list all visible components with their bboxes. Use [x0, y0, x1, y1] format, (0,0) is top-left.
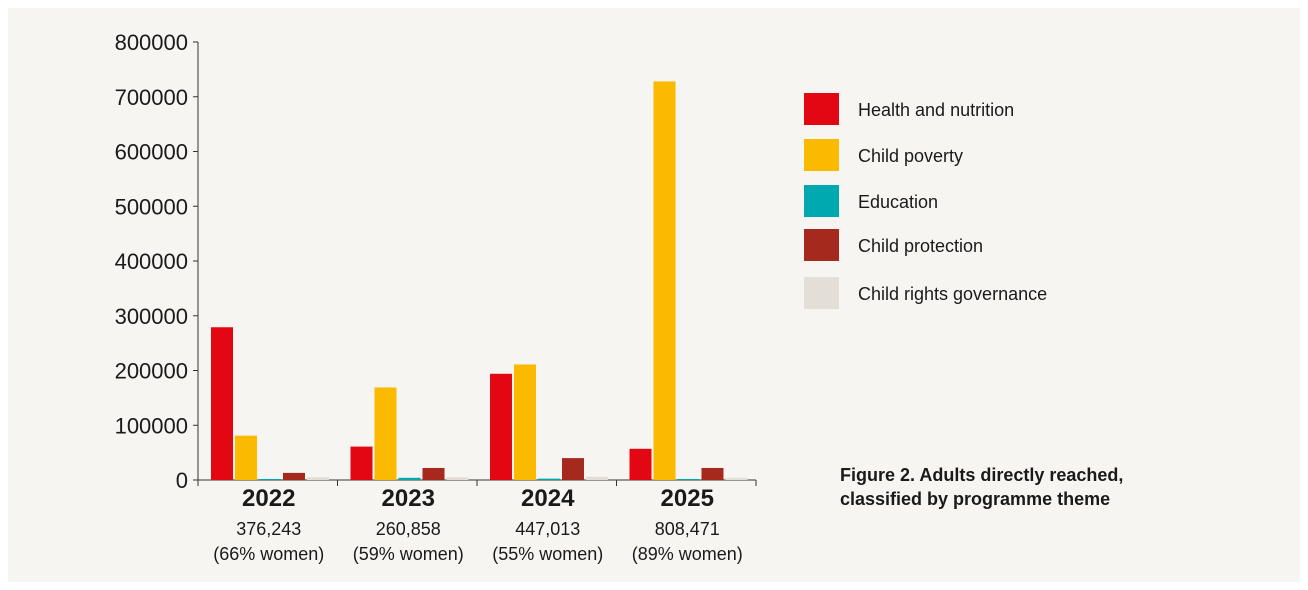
x-category-label: 2024 — [521, 485, 575, 512]
x-category-label: 2023 — [382, 485, 435, 512]
y-tick-label: 200000 — [115, 359, 188, 384]
category-total-label: 260,858 — [376, 519, 441, 539]
bar-health-and-nutrition-2025 — [629, 448, 652, 480]
y-tick-label: 300000 — [115, 304, 188, 329]
legend-item-child-poverty: Child poverty — [804, 139, 1124, 173]
legend-swatch — [804, 229, 839, 261]
caption-line-1: Figure 2. Adults directly reached, — [840, 465, 1124, 485]
bar-child-poverty-2024 — [514, 364, 536, 480]
y-tick-label: 0 — [176, 468, 188, 493]
legend-swatch — [804, 93, 839, 125]
figure-caption: Figure 2. Adults directly reached, class… — [840, 463, 1200, 511]
legend-label: Education — [858, 192, 939, 212]
legend-swatch — [804, 185, 839, 217]
bar-chart: 0 100000 200000 300000 400000 500000 600000 700… — [115, 30, 757, 564]
bar-child-rights-governance-2025 — [725, 477, 748, 480]
bar-education-2025 — [677, 479, 700, 480]
legend-item-child-rights-governance: Child rights governance — [804, 277, 1124, 311]
category-total-label: 447,013 — [515, 519, 580, 539]
legend-label: Child protection — [858, 236, 984, 256]
bar-education-2023 — [398, 477, 421, 480]
category-note-label: (55% women) — [492, 544, 603, 564]
legend-label: Child rights governance — [858, 284, 1048, 304]
bar-child-protection-2024 — [562, 458, 584, 480]
category-total-label: 808,471 — [655, 519, 720, 539]
y-tick-label: 800000 — [115, 30, 188, 55]
y-tick-label: 600000 — [115, 140, 188, 165]
y-tick-label: 100000 — [115, 413, 188, 438]
y-tick-label: 400000 — [115, 249, 188, 274]
bar-child-rights-governance-2023 — [446, 477, 469, 480]
bar-health-and-nutrition-2023 — [350, 446, 373, 480]
bar-child-rights-governance-2022 — [307, 477, 329, 480]
y-tick-label: 500000 — [115, 194, 188, 219]
bar-child-poverty-2025 — [653, 81, 676, 481]
y-tick-label: 700000 — [115, 85, 188, 110]
bar-education-2024 — [538, 478, 560, 480]
bar-child-protection-2025 — [701, 467, 724, 480]
legend-swatch — [804, 139, 839, 171]
bar-health-and-nutrition-2022 — [211, 327, 233, 480]
category-note-label: (59% women) — [353, 544, 464, 564]
bar-child-poverty-2023 — [374, 387, 397, 480]
bar-education-2022 — [259, 479, 281, 480]
x-category-label: 2025 — [661, 485, 714, 512]
legend-swatch — [804, 277, 839, 309]
legend-label: Health and nutrition — [858, 100, 1015, 120]
chart-figure: 0 100000 200000 300000 400000 500000 600000 700… — [8, 8, 1300, 582]
category-note-label: (66% women) — [213, 544, 324, 564]
bar-child-protection-2022 — [283, 472, 305, 480]
caption-line-2: classified by programme theme — [840, 489, 1111, 509]
bar-health-and-nutrition-2024 — [490, 373, 512, 480]
legend-item-child-protection: Child protection — [804, 229, 1124, 263]
legend-item-health-nutrition: Health and nutrition — [804, 93, 1124, 127]
bar-child-poverty-2022 — [235, 435, 257, 480]
x-category-label: 2022 — [242, 485, 295, 512]
legend-item-education: Education — [804, 185, 1124, 219]
bar-child-rights-governance-2024 — [586, 476, 608, 480]
bar-child-protection-2023 — [422, 467, 445, 480]
legend-label: Child poverty — [858, 146, 964, 166]
category-note-label: (89% women) — [632, 544, 743, 564]
category-total-label: 376,243 — [236, 519, 301, 539]
